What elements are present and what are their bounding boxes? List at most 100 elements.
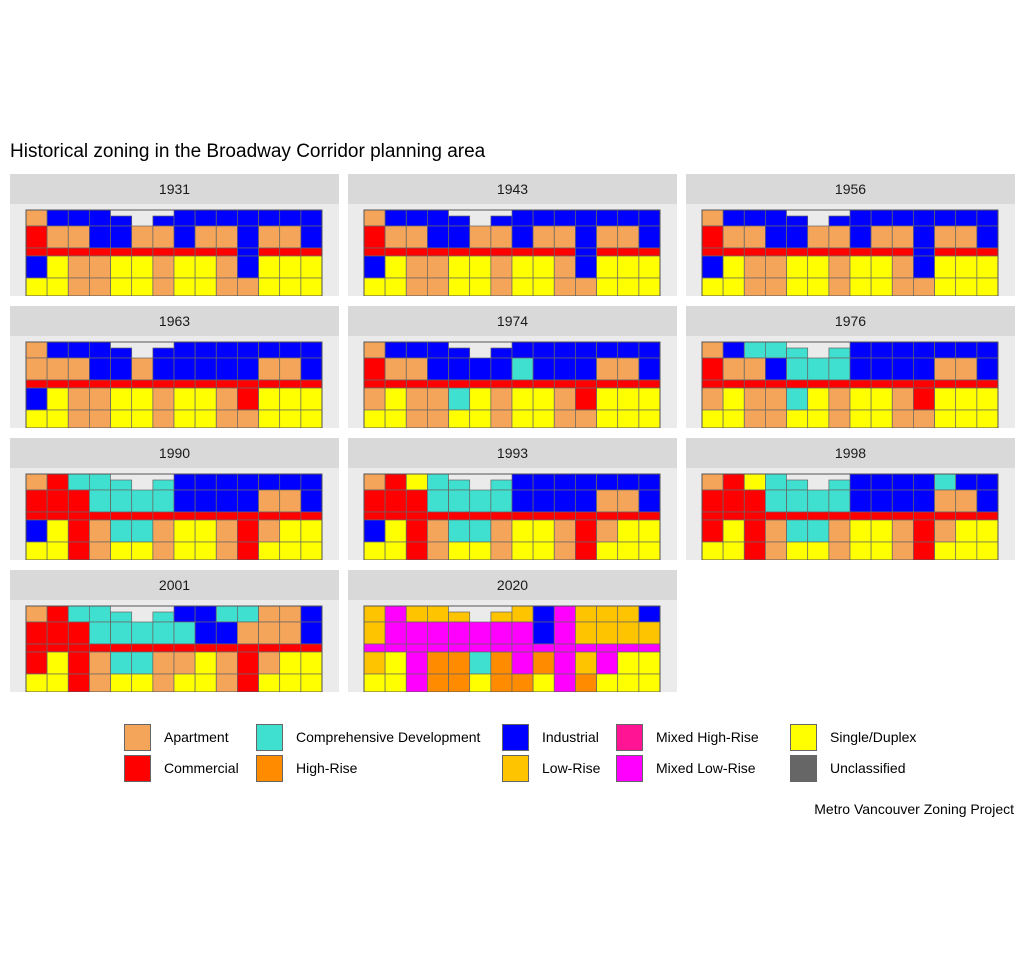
zone-parcel [511,247,534,257]
zone-parcel [427,673,449,692]
zone-parcel [828,215,851,227]
zone-parcel [448,489,471,513]
zone-parcel [976,541,999,560]
zone-parcel [194,511,217,521]
zone-parcel [765,209,787,227]
zone-parcel [955,277,978,296]
zone-parcel [469,277,492,296]
map-panel-1931: 1931 [10,174,339,296]
zone-parcel [110,519,133,543]
zone-parcel [194,379,217,389]
zone-parcel [110,409,133,428]
zone-parcel [448,479,471,491]
zone-parcel [469,511,492,521]
zone-parcel [152,489,175,513]
zone-parcel [828,255,851,279]
zone-parcel [891,247,914,257]
zone-parcel [110,511,133,521]
zone-parcel [363,511,386,521]
zone-parcel [427,225,449,249]
zone-parcel [405,341,428,359]
zone-parcel [258,225,281,249]
legend-swatch [124,723,151,751]
zone-parcel [511,357,534,381]
zone-parcel [46,643,69,653]
zone-parcel [215,621,238,645]
zone-parcel [110,489,133,513]
zone-parcel [46,519,69,543]
zone-parcel [237,277,259,296]
zone-parcel [617,473,640,491]
zone-parcel [300,409,323,428]
zone-parcel [532,673,555,692]
zone-parcel [194,225,217,249]
zone-parcel [891,473,914,491]
zone-parcel [89,379,111,389]
zone-parcel [131,489,154,513]
zone-parcel [891,255,914,279]
zone-parcel [258,541,281,560]
zone-parcel [152,379,175,389]
zone-parcel [532,247,555,257]
zone-parcel [67,473,90,491]
zone-parcel [384,673,407,692]
zone-parcel [870,387,893,411]
zone-parcel [25,341,48,359]
zone-parcel [934,519,957,543]
zone-parcel [258,277,281,296]
zone-parcel [722,225,745,249]
zone-parcel [131,357,154,381]
legend-swatch [616,754,643,782]
zone-parcel [258,357,281,381]
zone-parcel [258,473,281,491]
zone-parcel [849,489,872,513]
zone-parcel [152,215,175,227]
zone-parcel [722,209,745,227]
zone-parcel [849,511,872,521]
zone-parcel [638,621,661,645]
zone-parcel [575,519,597,543]
zone-parcel [532,519,555,543]
zone-parcel [490,621,513,645]
zone-parcel [849,473,872,491]
zone-parcel [300,519,323,543]
zone-parcel [743,541,766,560]
facet-strip-label: 1990 [10,438,339,468]
zone-parcel [67,605,90,623]
zone-parcel [131,621,154,645]
zone-parcel [67,247,90,257]
zone-parcel [363,357,386,381]
zone-parcel [701,387,724,411]
zone-parcel [596,673,619,692]
zone-parcel [46,473,69,491]
zone-parcel [617,621,640,645]
zone-parcel [46,225,69,249]
zone-parcel [384,379,407,389]
zone-parcel [448,277,471,296]
zone-parcel [67,387,90,411]
zone-parcel [25,209,48,227]
zone-parcel [891,519,914,543]
zone-parcel [722,341,745,359]
zone-parcel [46,387,69,411]
zone-parcel [575,643,597,653]
facet-strip-label: 1943 [348,174,677,204]
zoning-map [25,341,323,428]
zone-parcel [427,341,449,359]
zone-parcel [237,541,259,560]
zone-parcel [743,489,766,513]
zone-parcel [575,341,597,359]
zone-parcel [46,673,69,692]
zone-parcel [786,215,809,227]
zone-parcel [363,605,386,623]
zone-parcel [596,473,619,491]
zone-parcel [173,409,196,428]
legend-label: High-Rise [296,760,358,776]
zone-parcel [553,605,576,623]
zone-parcel [110,611,133,623]
zone-parcel [955,379,978,389]
zone-parcel [553,473,576,491]
zone-parcel [110,621,133,645]
zone-parcel [194,651,217,675]
zone-parcel [173,511,196,521]
